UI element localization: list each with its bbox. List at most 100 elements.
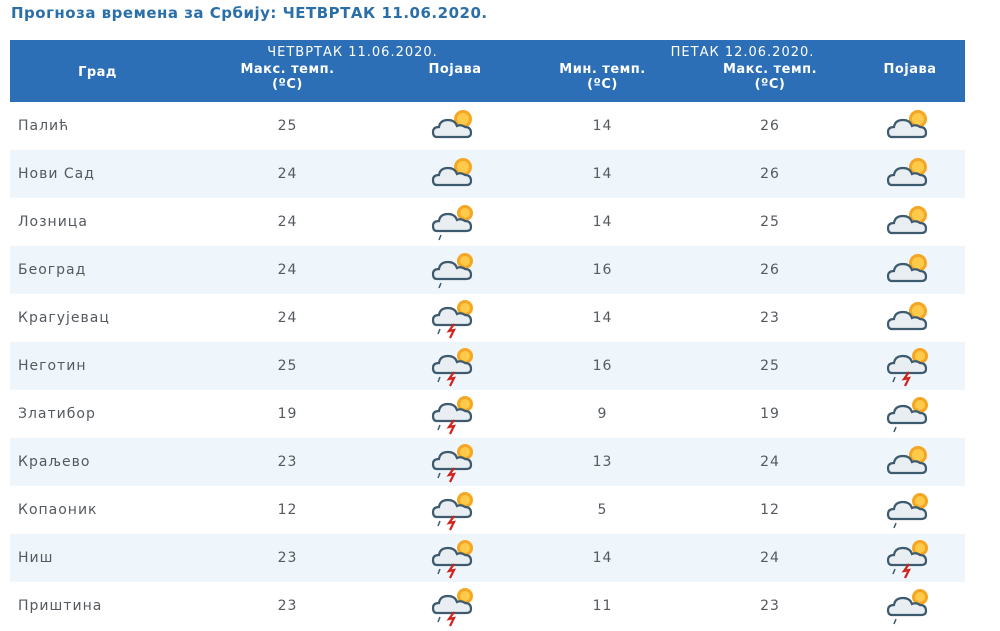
day2-max-temp: 12 bbox=[685, 486, 855, 534]
day2-phenomenon bbox=[855, 582, 966, 630]
cloudy-light-rain-icon bbox=[427, 201, 483, 243]
header-day1-phenomenon: Појава bbox=[390, 62, 520, 102]
day1-max-temp: 24 bbox=[185, 246, 390, 294]
day2-min-temp: 9 bbox=[520, 390, 685, 438]
day2-min-temp: 14 bbox=[520, 198, 685, 246]
partly-cloudy-icon bbox=[882, 201, 938, 243]
cloudy-light-rain-icon bbox=[882, 489, 938, 531]
table-row: Ниш 23 14 24 bbox=[10, 534, 966, 582]
unit-label: (ºC) bbox=[272, 77, 303, 92]
day1-max-temp: 24 bbox=[185, 198, 390, 246]
day2-max-temp: 23 bbox=[685, 582, 855, 630]
table-row: Приштина 23 11 23 bbox=[10, 582, 966, 630]
thunderstorm-icon bbox=[427, 393, 483, 435]
day2-min-temp: 14 bbox=[520, 534, 685, 582]
city-name: Неготин bbox=[10, 342, 185, 390]
thunderstorm-icon bbox=[882, 537, 938, 579]
day2-phenomenon bbox=[855, 534, 966, 582]
city-name: Златибор bbox=[10, 390, 185, 438]
min-temp-label: Мин. темп. bbox=[559, 62, 646, 77]
city-name: Нови Сад bbox=[10, 150, 185, 198]
day1-phenomenon bbox=[390, 438, 520, 486]
table-row: Краљево 23 13 24 bbox=[10, 438, 966, 486]
table-row: Београд 24 16 26 bbox=[10, 246, 966, 294]
day2-min-temp: 14 bbox=[520, 294, 685, 342]
unit-label: (ºC) bbox=[587, 77, 618, 92]
day1-phenomenon bbox=[390, 342, 520, 390]
day1-max-temp: 23 bbox=[185, 534, 390, 582]
partly-cloudy-icon bbox=[427, 105, 483, 147]
day2-phenomenon bbox=[855, 198, 966, 246]
thunderstorm-icon bbox=[427, 441, 483, 483]
cloudy-light-rain-icon bbox=[427, 249, 483, 291]
thunderstorm-icon bbox=[427, 537, 483, 579]
thunderstorm-icon bbox=[427, 345, 483, 387]
max-temp-label: Макс. темп. bbox=[722, 62, 818, 77]
day2-phenomenon bbox=[855, 294, 966, 342]
forecast-table: Град ЧЕТВРТАК 11.06.2020. ПЕТАК 12.06.20… bbox=[10, 40, 966, 630]
day1-max-temp: 23 bbox=[185, 438, 390, 486]
forecast-table-container: Град ЧЕТВРТАК 11.06.2020. ПЕТАК 12.06.20… bbox=[10, 40, 966, 630]
day1-max-temp: 19 bbox=[185, 390, 390, 438]
day2-min-temp: 16 bbox=[520, 246, 685, 294]
partly-cloudy-icon bbox=[882, 297, 938, 339]
day1-phenomenon bbox=[390, 294, 520, 342]
city-name: Приштина bbox=[10, 582, 185, 630]
day1-phenomenon bbox=[390, 198, 520, 246]
partly-cloudy-icon bbox=[882, 105, 938, 147]
cloudy-light-rain-icon bbox=[882, 585, 938, 627]
header-day1-max-temp: Макс. темп. (ºC) bbox=[185, 62, 390, 102]
day2-min-temp: 11 bbox=[520, 582, 685, 630]
table-row: Копаоник 12 5 12 bbox=[10, 486, 966, 534]
day1-phenomenon bbox=[390, 390, 520, 438]
table-row: Палић 25 14 26 bbox=[10, 102, 966, 150]
table-row: Крагујевац 24 14 23 bbox=[10, 294, 966, 342]
day2-phenomenon bbox=[855, 486, 966, 534]
day1-max-temp: 24 bbox=[185, 294, 390, 342]
header-day2-max-temp: Макс. темп. (ºC) bbox=[685, 62, 855, 102]
partly-cloudy-icon bbox=[882, 153, 938, 195]
day1-max-temp: 25 bbox=[185, 102, 390, 150]
page-title: Прогноза времена за Србију: ЧЕТВРТАК 11.… bbox=[11, 4, 488, 22]
day2-min-temp: 5 bbox=[520, 486, 685, 534]
table-row: Нови Сад 24 14 26 bbox=[10, 150, 966, 198]
cloudy-light-rain-icon bbox=[882, 393, 938, 435]
city-name: Копаоник bbox=[10, 486, 185, 534]
header-city-label: Град bbox=[78, 64, 117, 80]
day2-max-temp: 25 bbox=[685, 198, 855, 246]
day2-max-temp: 26 bbox=[685, 246, 855, 294]
header-city: Град bbox=[10, 40, 185, 102]
day1-phenomenon bbox=[390, 150, 520, 198]
thunderstorm-icon bbox=[882, 345, 938, 387]
city-name: Краљево bbox=[10, 438, 185, 486]
day1-max-temp: 24 bbox=[185, 150, 390, 198]
day2-max-temp: 24 bbox=[685, 534, 855, 582]
partly-cloudy-icon bbox=[882, 249, 938, 291]
table-row: Лозница 24 14 25 bbox=[10, 198, 966, 246]
day1-phenomenon bbox=[390, 246, 520, 294]
day2-max-temp: 25 bbox=[685, 342, 855, 390]
day2-min-temp: 14 bbox=[520, 150, 685, 198]
table-body: Палић 25 14 26 Нови Сад 24 14 26 Лозница 24 14 25 Бе… bbox=[10, 102, 966, 630]
day2-phenomenon bbox=[855, 342, 966, 390]
day2-max-temp: 26 bbox=[685, 150, 855, 198]
header-day1: ЧЕТВРТАК 11.06.2020. bbox=[185, 40, 520, 62]
day2-phenomenon bbox=[855, 390, 966, 438]
table-row: Неготин 25 16 25 bbox=[10, 342, 966, 390]
day1-max-temp: 25 bbox=[185, 342, 390, 390]
max-temp-label: Макс. темп. bbox=[240, 62, 335, 77]
table-header: Град ЧЕТВРТАК 11.06.2020. ПЕТАК 12.06.20… bbox=[10, 40, 966, 102]
header-day2-min-temp: Мин. темп. (ºC) bbox=[520, 62, 685, 102]
day1-phenomenon bbox=[390, 102, 520, 150]
day1-max-temp: 23 bbox=[185, 582, 390, 630]
city-name: Ниш bbox=[10, 534, 185, 582]
day1-phenomenon bbox=[390, 534, 520, 582]
day2-phenomenon bbox=[855, 246, 966, 294]
partly-cloudy-icon bbox=[882, 441, 938, 483]
day1-max-temp: 12 bbox=[185, 486, 390, 534]
partly-cloudy-icon bbox=[427, 153, 483, 195]
city-name: Палић bbox=[10, 102, 185, 150]
header-day2-phenomenon: Појава bbox=[855, 62, 966, 102]
day1-phenomenon bbox=[390, 486, 520, 534]
thunderstorm-icon bbox=[427, 489, 483, 531]
